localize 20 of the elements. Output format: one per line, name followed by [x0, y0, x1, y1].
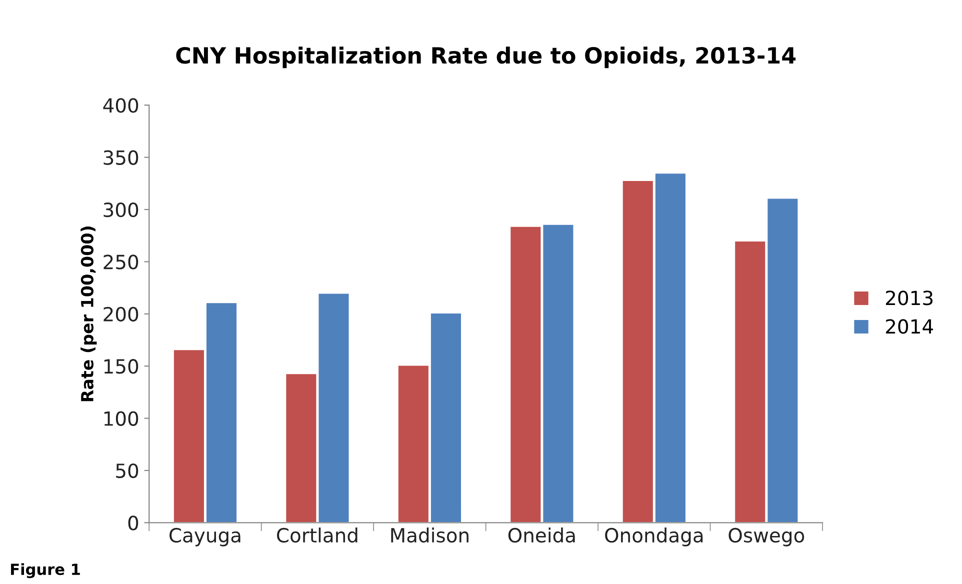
- caption: Figure 1: [11, 563, 80, 578]
- x-tick-label: Cayuga: [170, 528, 240, 546]
- x-tick-label: Madison: [391, 528, 468, 543]
- y-tick-label: 200: [104, 306, 138, 322]
- x-tick-label: Oneida: [508, 528, 575, 543]
- y-tick-label: 250: [104, 254, 138, 270]
- y-tick-label: 300: [104, 202, 138, 218]
- legend-label: 2014: [886, 319, 933, 334]
- y-tick-label: 350: [104, 150, 138, 165]
- y-tick-label: 100: [104, 411, 138, 426]
- legend-label: 2013: [886, 290, 933, 306]
- y-tick-label: 50: [116, 463, 138, 478]
- x-tick-label: Oswego: [728, 528, 804, 546]
- y-axis-title: Rate (per 100,000): [80, 226, 97, 402]
- chart-title: CNY Hospitalization Rate due to Opioids, 2013-14: [176, 46, 796, 68]
- x-tick-label: Cortland: [277, 528, 358, 543]
- y-tick-label: 0: [128, 516, 138, 530]
- x-tick-label: Onondaga: [605, 528, 703, 546]
- y-tick-label: 400: [103, 98, 138, 113]
- y-tick-label: 150: [104, 359, 138, 374]
